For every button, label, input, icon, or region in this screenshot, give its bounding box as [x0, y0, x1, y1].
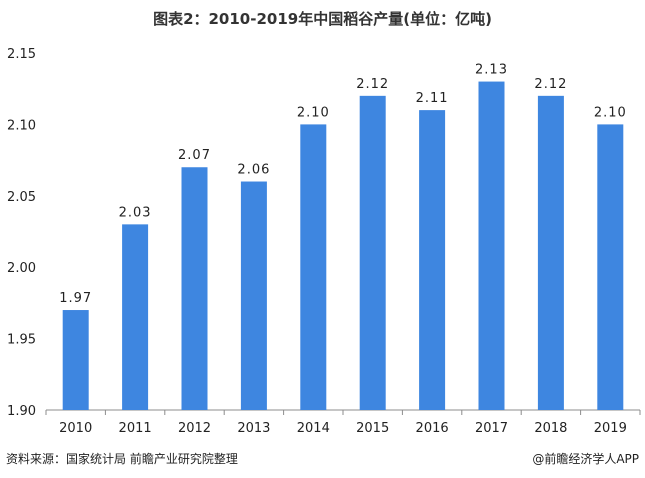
data-label-2012: 2.07	[178, 148, 211, 163]
y-tick-label: 2.10	[7, 118, 36, 133]
brand-credit: @前瞻经济学人APP	[532, 452, 639, 466]
x-tick-label-2013: 2013	[237, 421, 270, 436]
data-label-2019: 2.10	[594, 105, 627, 120]
y-tick-label: 1.90	[7, 404, 36, 419]
data-label-2018: 2.12	[534, 77, 567, 92]
x-tick-label-2015: 2015	[356, 421, 389, 436]
bar-2011	[122, 224, 149, 410]
x-tick-label-2014: 2014	[297, 421, 330, 436]
bar-2017	[478, 81, 505, 410]
bars	[62, 81, 624, 411]
data-label-2014: 2.10	[297, 105, 330, 120]
source-note: 资料来源：国家统计局 前瞻产业研究院整理	[6, 452, 238, 466]
data-labels: 1.97 2.03 2.07 2.06 2.10 2.12 2.11 2.13 2.12 2.10	[59, 63, 627, 306]
bar-2015	[359, 95, 386, 410]
x-tick-label-2018: 2018	[534, 421, 567, 436]
chart-title: 图表2：2010-2019年中国稻谷产量(单位：亿吨)	[153, 10, 492, 28]
bar-2019	[597, 124, 624, 411]
bar-2016	[419, 110, 446, 411]
data-label-2011: 2.03	[119, 205, 152, 220]
data-label-2016: 2.11	[416, 91, 449, 106]
bar-2013	[240, 181, 267, 410]
bar-2012	[181, 167, 208, 410]
x-tick-label-2016: 2016	[416, 421, 449, 436]
data-label-2017: 2.13	[475, 63, 508, 78]
x-tick-label-2019: 2019	[594, 421, 627, 436]
bar-2018	[537, 95, 564, 410]
y-tick-label: 2.05	[7, 190, 36, 205]
y-tick-label: 2.00	[7, 261, 36, 276]
y-axis: 1.90 1.95 2.00 2.05 2.10 2.15	[7, 47, 36, 419]
y-tick-label: 2.15	[7, 47, 36, 62]
data-label-2015: 2.12	[356, 77, 389, 92]
x-tick-label-2017: 2017	[475, 421, 508, 436]
bar-2014	[300, 124, 327, 411]
bar-2010	[62, 310, 89, 410]
data-label-2013: 2.06	[237, 163, 270, 178]
x-tick-label-2011: 2011	[119, 421, 152, 436]
x-tick-label-2012: 2012	[178, 421, 211, 436]
x-axis: 2010 2011 2012 2013 2014 2015 2016 2017 2018 2019	[45, 409, 641, 436]
y-tick-label: 1.95	[7, 333, 36, 348]
data-label-2010: 1.97	[59, 291, 92, 306]
x-tick-label-2010: 2010	[59, 421, 92, 436]
